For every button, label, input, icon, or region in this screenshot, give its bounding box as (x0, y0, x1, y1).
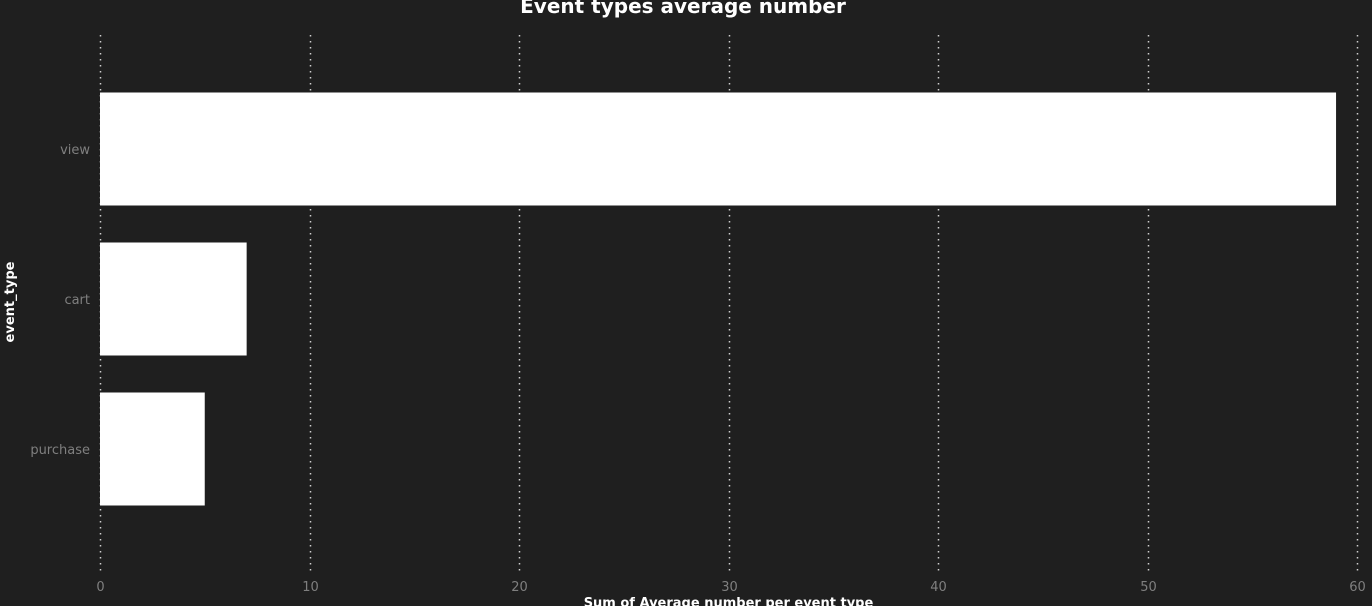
y-tick-label-view: view (60, 143, 90, 158)
y-tick-label-cart: cart (64, 293, 90, 308)
x-axis-title: Sum of Average number per event type (583, 596, 874, 606)
bar-cart[interactable] (100, 242, 247, 356)
x-tick-label-30: 30 (721, 580, 738, 595)
x-tick-label-10: 10 (302, 580, 319, 595)
bar-purchase[interactable] (100, 392, 205, 506)
x-tick-label-20: 20 (511, 580, 528, 595)
x-tick-labels: 0 10 20 30 40 50 60 (96, 580, 1365, 595)
x-tick-label-60: 60 (1349, 580, 1366, 595)
y-axis-title: event_type (3, 261, 18, 343)
bar-view[interactable] (100, 92, 1337, 206)
x-tick-label-50: 50 (1140, 580, 1157, 595)
y-tick-label-purchase: purchase (30, 443, 90, 458)
x-tick-label-0: 0 (96, 580, 104, 595)
y-tick-labels: view cart purchase (30, 143, 90, 458)
bars (100, 92, 1337, 506)
chart-title: Event types average number (520, 0, 846, 18)
x-tick-label-40: 40 (930, 580, 947, 595)
